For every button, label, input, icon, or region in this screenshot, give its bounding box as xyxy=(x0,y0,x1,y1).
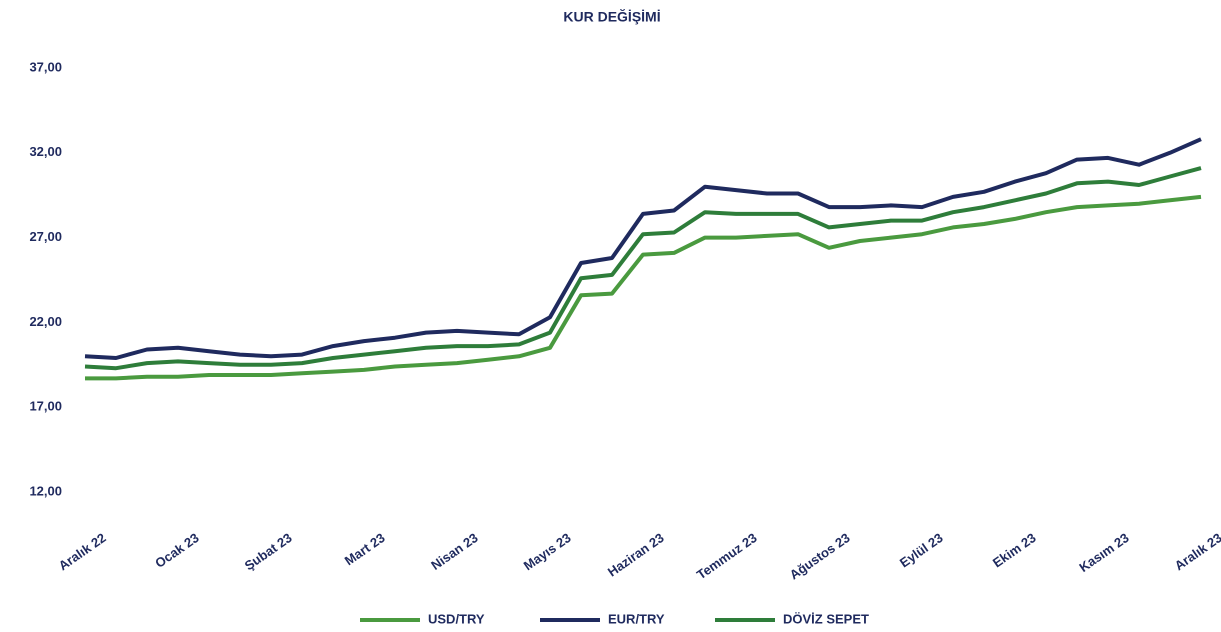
x-tick-label: Mayıs 23 xyxy=(521,530,574,573)
y-tick-label: 17,00 xyxy=(29,399,62,414)
y-tick-label: 22,00 xyxy=(29,314,62,329)
legend-label: EUR/TRY xyxy=(608,611,665,626)
x-tick-label: Mart 23 xyxy=(342,530,388,568)
x-tick-label: Şubat 23 xyxy=(242,530,295,573)
y-tick-label: 27,00 xyxy=(29,229,62,244)
series-line xyxy=(84,166,1202,371)
series-line xyxy=(84,137,1202,360)
x-tick-label: Nisan 23 xyxy=(428,530,480,573)
x-tick-label: Ocak 23 xyxy=(152,530,201,571)
x-tick-label: Eylül 23 xyxy=(897,530,946,570)
series-line xyxy=(85,194,1202,381)
legend-label: DÖVİZ SEPET xyxy=(783,611,869,626)
x-tick-label: Ekim 23 xyxy=(990,530,1039,570)
x-tick-label: Kasım 23 xyxy=(1076,530,1131,575)
x-tick-label: Aralık 22 xyxy=(56,530,109,573)
x-tick-label: Temmuz 23 xyxy=(694,530,760,582)
y-tick-label: 12,00 xyxy=(29,483,62,498)
x-tick-label: Haziran 23 xyxy=(605,530,667,580)
y-tick-label: 32,00 xyxy=(29,144,62,159)
x-tick-label: Ağustos 23 xyxy=(787,530,853,582)
y-tick-label: 37,00 xyxy=(29,59,62,74)
x-tick-label: Aralık 23 xyxy=(1172,530,1221,573)
legend-label: USD/TRY xyxy=(428,611,485,626)
chart-title: KUR DEĞİŞİMİ xyxy=(563,8,660,25)
